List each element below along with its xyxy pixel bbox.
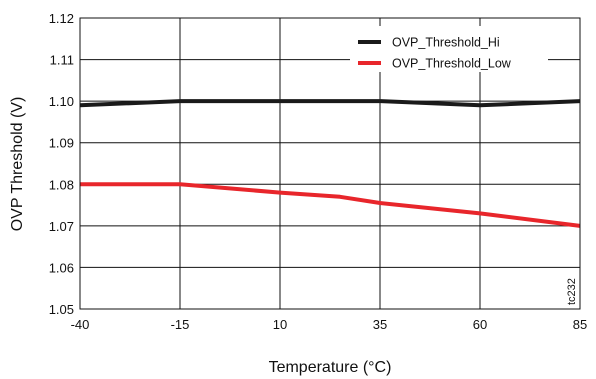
legend-background [350,26,548,72]
x-tick-label: 60 [473,317,487,332]
chart-code-label: tc232 [566,278,578,305]
legend-label: OVP_Threshold_Low [392,57,512,71]
x-tick-label: -40 [71,317,90,332]
legend: OVP_Threshold_Hi OVP_Threshold_Low [350,26,548,72]
y-tick-label: 1.11 [50,53,74,68]
y-tick-label: 1.05 [49,302,74,317]
y-tick-label: 1.12 [49,11,74,26]
series-line-hi [79,99,581,108]
x-tick-label: 85 [573,317,587,332]
series-line-low [80,182,581,228]
y-tick-label: 1.06 [49,260,74,275]
tick-labels: -40 -15 10 35 60 85 1.05 1.06 1.07 1.08 1.09 1.10 1.… [49,11,588,332]
y-tick-label: 1.07 [49,219,74,234]
plot-frame [79,17,581,310]
x-tick-label: 10 [273,317,287,332]
legend-label: OVP_Threshold_Hi [392,36,500,50]
y-tick-label: 1.10 [49,94,74,109]
x-tick-label: 35 [373,317,387,332]
series-lines [79,99,581,228]
x-tick-label: -15 [171,317,190,332]
y-tick-label: 1.09 [49,136,74,151]
y-tick-label: 1.08 [49,177,74,192]
x-axis-title: Temperature (°C) [269,359,392,376]
y-axis-title: OVP Threshold (V) [9,97,26,232]
